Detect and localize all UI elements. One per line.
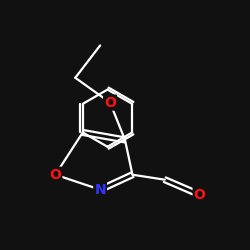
Text: O: O: [50, 168, 61, 182]
Text: N: N: [94, 183, 106, 197]
Text: O: O: [194, 188, 205, 202]
Text: O: O: [104, 96, 116, 110]
